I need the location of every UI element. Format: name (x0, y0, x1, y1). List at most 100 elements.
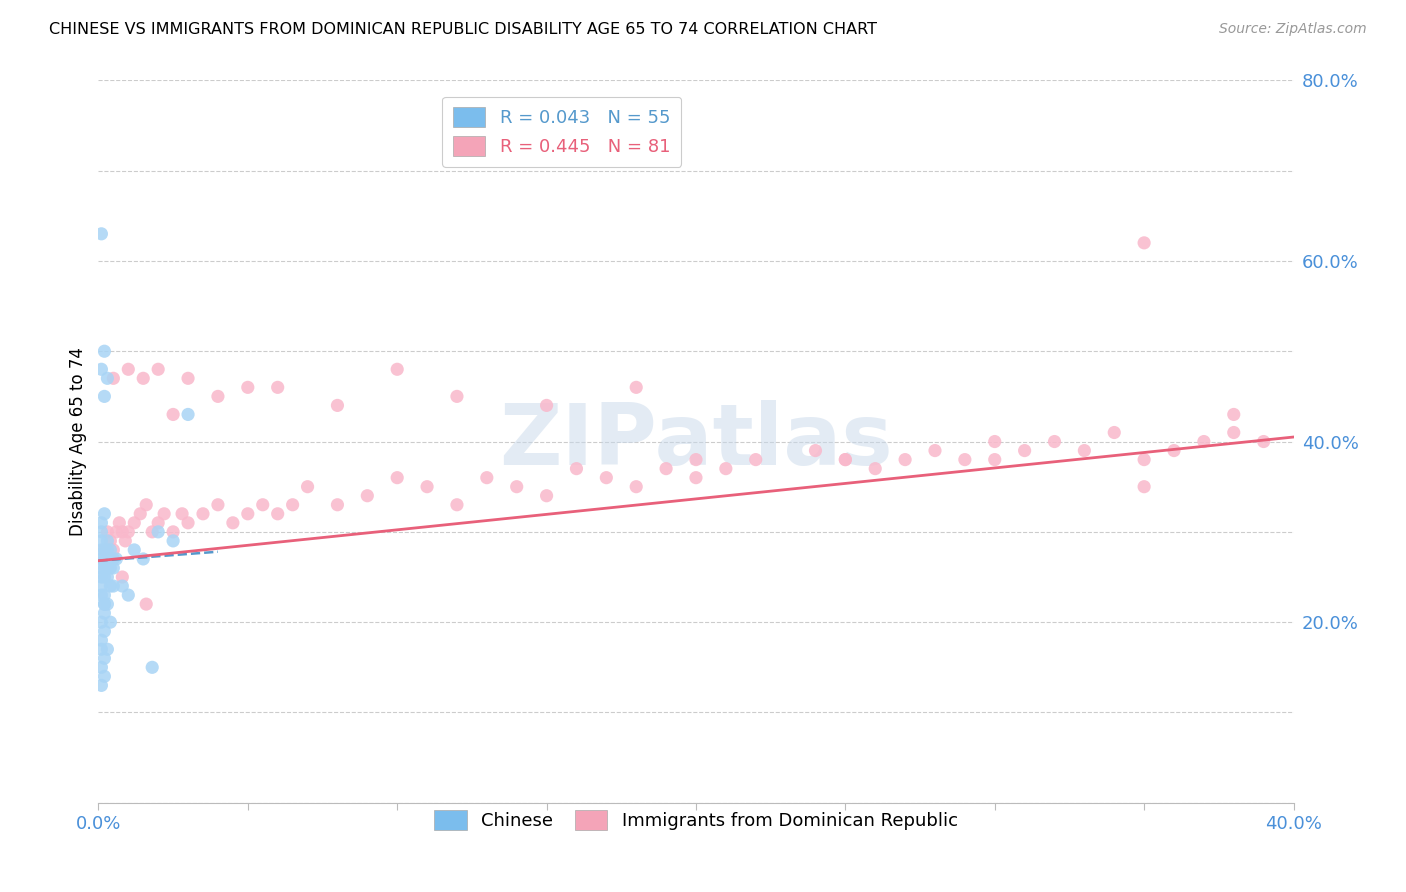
Point (1133, 480, 1156, 494)
Text: ZIPatlas: ZIPatlas (499, 400, 893, 483)
Point (93, 542, 115, 557)
Point (117, 362, 139, 376)
Point (416, 480, 439, 494)
Point (96, 561, 118, 575)
Point (1043, 434, 1066, 449)
Point (96, 642, 118, 657)
Point (177, 516, 200, 530)
Point (93, 542, 115, 557)
Point (93, 344, 115, 359)
Point (105, 552, 128, 566)
Point (90, 570, 112, 584)
Point (446, 389, 468, 403)
Point (595, 471, 617, 485)
Point (894, 452, 917, 467)
Point (93, 570, 115, 584)
Point (1253, 434, 1275, 449)
Point (114, 533, 136, 548)
Point (148, 362, 170, 376)
Point (267, 380, 290, 394)
Point (536, 489, 558, 503)
Point (177, 408, 200, 422)
Point (90, 615, 112, 630)
Point (98, 533, 122, 548)
Point (90, 524, 112, 539)
Point (96, 533, 118, 548)
Text: CHINESE VS IMMIGRANTS FROM DOMINICAN REPUBLIC DISABILITY AGE 65 TO 74 CORRELATIO: CHINESE VS IMMIGRANTS FROM DOMINICAN REP… (49, 22, 877, 37)
Point (135, 498, 157, 512)
Point (148, 524, 170, 539)
Point (93, 624, 115, 639)
Point (141, 660, 163, 674)
Point (685, 452, 707, 467)
Point (1104, 425, 1126, 440)
Point (129, 507, 152, 521)
Point (177, 371, 200, 385)
Point (236, 380, 259, 394)
Point (111, 524, 134, 539)
Point (93, 597, 115, 611)
Point (90, 561, 112, 575)
Point (96, 597, 118, 611)
Point (714, 461, 737, 475)
Point (96, 371, 118, 385)
Point (326, 398, 349, 412)
Point (685, 471, 707, 485)
Point (135, 597, 157, 611)
Point (117, 524, 139, 539)
Point (108, 516, 131, 530)
Point (745, 452, 768, 467)
Point (1163, 443, 1185, 458)
Point (148, 516, 170, 530)
Point (117, 588, 139, 602)
Point (153, 507, 176, 521)
Point (124, 542, 146, 557)
Point (90, 227, 112, 241)
Point (96, 552, 118, 566)
Point (132, 371, 155, 385)
Point (111, 579, 134, 593)
Point (172, 507, 194, 521)
Point (93, 597, 115, 611)
Point (141, 524, 163, 539)
Point (984, 434, 1007, 449)
Point (191, 507, 214, 521)
Point (565, 461, 588, 475)
Point (446, 498, 468, 512)
Point (475, 471, 498, 485)
Point (93, 561, 115, 575)
Point (111, 570, 134, 584)
Point (93, 606, 115, 620)
Point (267, 507, 290, 521)
Point (103, 542, 125, 557)
Point (536, 398, 558, 412)
Point (162, 524, 184, 539)
Point (222, 516, 245, 530)
Point (90, 552, 112, 566)
Point (103, 371, 125, 385)
Point (105, 524, 128, 539)
Point (385, 471, 409, 485)
Point (506, 480, 529, 494)
Point (1223, 408, 1246, 422)
Legend: Chinese, Immigrants from Dominican Republic: Chinese, Immigrants from Dominican Repub… (427, 803, 965, 837)
Point (626, 480, 648, 494)
Point (953, 452, 976, 467)
Point (98, 561, 122, 575)
Y-axis label: Disability Age 65 to 74: Disability Age 65 to 74 (69, 347, 87, 536)
Point (90, 588, 112, 602)
Point (93, 507, 115, 521)
Point (93, 651, 115, 665)
Point (98, 552, 122, 566)
Point (297, 480, 319, 494)
Point (90, 579, 112, 593)
Point (93, 588, 115, 602)
Point (924, 443, 946, 458)
Point (93, 552, 115, 566)
Point (1133, 452, 1156, 467)
Point (124, 516, 146, 530)
Point (90, 516, 112, 530)
Point (1014, 443, 1036, 458)
Point (162, 408, 184, 422)
Point (98, 579, 122, 593)
